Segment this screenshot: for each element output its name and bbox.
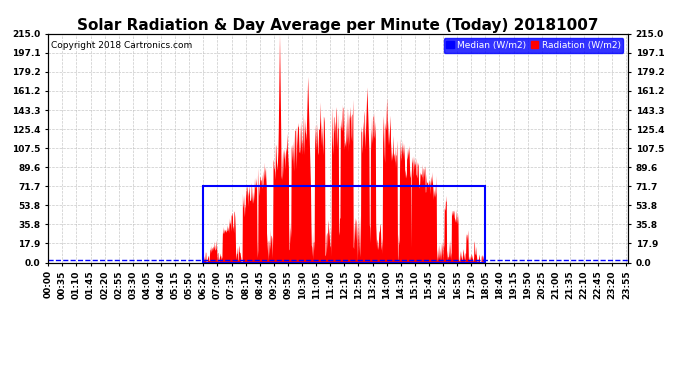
- Legend: Median (W/m2), Radiation (W/m2): Median (W/m2), Radiation (W/m2): [444, 38, 623, 53]
- Title: Solar Radiation & Day Average per Minute (Today) 20181007: Solar Radiation & Day Average per Minute…: [77, 18, 599, 33]
- Text: Copyright 2018 Cartronics.com: Copyright 2018 Cartronics.com: [51, 40, 193, 50]
- Bar: [204, 186, 485, 262]
